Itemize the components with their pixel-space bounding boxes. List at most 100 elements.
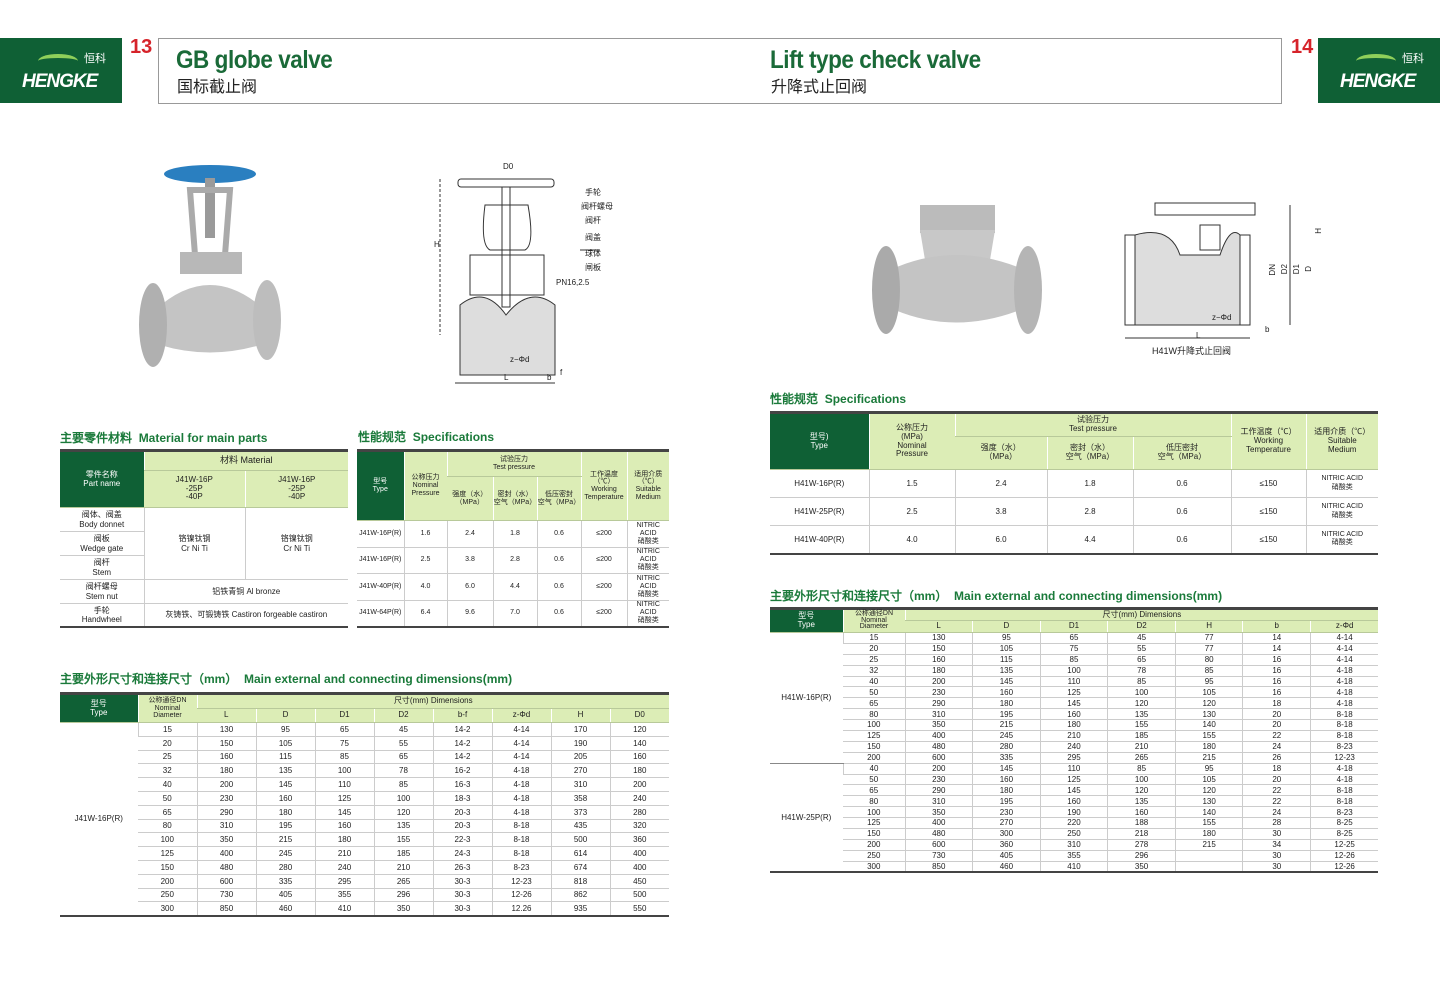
value-cell: 125 xyxy=(1039,774,1108,786)
value-cell: 450 xyxy=(609,874,670,889)
value-cell: 1.8 xyxy=(492,520,537,548)
dim-label-dn: DN xyxy=(1268,264,1277,276)
heading-specs-left: 性能规范 Specifications xyxy=(358,428,494,445)
value-cell: 335 xyxy=(972,752,1041,764)
table-row: 25 160 115 85 65 80 16 4-14 xyxy=(770,654,1379,666)
value-cell: 8-18 xyxy=(491,846,551,861)
cell: 阀杆螺母 Stem nut 铝铁青铜 Al bronze xyxy=(60,579,349,604)
table-row: 20 150 105 75 55 14-2 4-14 190 140 xyxy=(60,736,670,751)
value-cell: 135 xyxy=(1107,708,1176,721)
dn-cell: 25 xyxy=(843,654,905,666)
col-test: 试验压力 Test pressure xyxy=(954,412,1231,437)
value-cell: 4-18 xyxy=(1310,676,1379,688)
value-cell: 130 xyxy=(196,722,256,737)
value-cell: 14-2 xyxy=(432,722,492,737)
value-cell: 8-18 xyxy=(491,832,551,848)
value-cell: 0.6 xyxy=(536,573,581,601)
value-cell: 14 xyxy=(1242,643,1311,655)
materials-table: 零件名称 Part name 材料 Material J41W-16P -25P -… xyxy=(60,449,349,628)
value-cell: 550 xyxy=(609,901,670,917)
value-cell: 16-3 xyxy=(432,777,492,792)
value-cell: 310 xyxy=(904,795,973,808)
value-cell: 130 xyxy=(1174,708,1243,721)
value-cell: 14-2 xyxy=(432,736,492,751)
value-cell: 12-25 xyxy=(1310,839,1379,851)
value-cell: 290 xyxy=(904,784,973,797)
value-cell: 100 xyxy=(1039,665,1108,677)
dim-label-d2: D2 xyxy=(1280,264,1289,275)
col-temp: 工作温度 （℃） Working Temperature xyxy=(580,450,627,521)
value-cell: 195 xyxy=(972,708,1041,721)
part-name: 阀体、阀盖 Body donnet xyxy=(60,507,144,532)
globe-valve-drawing xyxy=(439,178,600,384)
value-cell: 2.5 xyxy=(868,497,955,526)
value-cell: 350 xyxy=(373,901,433,917)
value-cell: 145 xyxy=(972,763,1041,775)
dn-cell: 300 xyxy=(843,861,905,873)
heading-cn: 性能规范 xyxy=(358,430,407,444)
table-row: 65 290 180 145 120 120 18 4-18 xyxy=(770,697,1379,710)
table-row: 20 150 105 75 55 77 14 4-14 xyxy=(770,643,1379,655)
part-label-stem-nut: 阀杆螺母 xyxy=(581,202,613,211)
table-row: 50 230 160 125 100 105 16 4-18 xyxy=(770,686,1379,699)
value-cell: 145 xyxy=(1039,784,1108,797)
value-cell: 614 xyxy=(550,846,610,861)
value-cell: 26-3 xyxy=(432,860,492,875)
value-cell: 410 xyxy=(314,901,374,917)
dim-label-h: H xyxy=(434,240,440,249)
dn-cell: 15 xyxy=(842,632,905,644)
value-cell: 250 xyxy=(1039,828,1108,840)
globe-valve-photo xyxy=(139,165,281,367)
value-cell: 350 xyxy=(904,806,973,819)
dn-cell: 100 xyxy=(843,719,905,732)
dn-cell: 40 xyxy=(842,763,905,775)
cell: 手轮 xyxy=(93,605,110,615)
value-cell: 8-18 xyxy=(491,819,551,834)
value-cell: 2.4 xyxy=(446,520,493,548)
value-cell: 135 xyxy=(1107,795,1176,808)
part-name: 阀杆螺母 Stem nut xyxy=(60,579,144,604)
heading-cn: 主要外形尺寸和连接尺寸（mm） xyxy=(770,589,948,603)
value-cell: 105 xyxy=(1174,686,1243,699)
table-row: 125 400 245 210 185 24-3 8-18 614 400 xyxy=(60,846,670,861)
value-cell: 16 xyxy=(1242,686,1311,699)
value-cell: 435 xyxy=(550,819,610,834)
value-cell: 600 xyxy=(904,839,973,851)
value-cell: 150 xyxy=(196,736,256,751)
dn-cell: 80 xyxy=(843,708,905,721)
value-cell: 0.6 xyxy=(1132,469,1231,498)
value-cell: 230 xyxy=(904,774,973,786)
table-row: 50 230 160 125 100 105 20 4-18 xyxy=(770,774,1379,786)
table-row: 150 480 280 240 210 26-3 8-23 674 400 xyxy=(60,860,670,875)
col-h: H xyxy=(1174,620,1243,633)
col-d: D xyxy=(972,620,1041,633)
value-cell: 24 xyxy=(1242,741,1311,753)
value-cell: ≤150 xyxy=(1230,525,1306,554)
heading-dims-right: 主要外形尺寸和连接尺寸（mm） Main external and connec… xyxy=(770,587,1222,604)
table-row: 100 350 230 190 160 140 24 8-23 xyxy=(770,806,1379,819)
value-cell: 220 xyxy=(1039,817,1108,830)
value-cell: 360 xyxy=(972,839,1041,851)
value-cell: 480 xyxy=(196,860,256,875)
dn-cell: 50 xyxy=(843,774,905,786)
value-cell xyxy=(1174,850,1243,862)
dim-label-b: b xyxy=(547,373,552,382)
value-cell: 295 xyxy=(314,874,374,889)
value-cell: 22 xyxy=(1242,730,1311,742)
dims-table-left: 型号 Type 公称通径DN Nominal Diameter 尺寸(mm) Dim… xyxy=(60,692,670,917)
value-cell: 280 xyxy=(972,741,1041,753)
value-cell: 26 xyxy=(1242,752,1311,764)
value-cell: 8-25 xyxy=(1310,828,1379,840)
value-cell: 85 xyxy=(1039,654,1108,666)
dn-cell: 125 xyxy=(843,817,905,830)
value-cell: 4-18 xyxy=(1310,697,1379,710)
dn-cell: 200 xyxy=(843,752,905,764)
value-cell: 280 xyxy=(255,860,315,875)
value-cell: 160 xyxy=(972,774,1041,786)
table-row: 200 600 360 310 278 215 34 12-25 xyxy=(770,839,1379,851)
value-cell: 200 xyxy=(904,676,973,688)
material-stem-nut: 铝铁青铜 Al bronze xyxy=(143,579,349,604)
value-cell: 300 xyxy=(972,828,1041,840)
col-bf: b-f xyxy=(432,708,492,723)
value-cell: 400 xyxy=(904,817,973,830)
